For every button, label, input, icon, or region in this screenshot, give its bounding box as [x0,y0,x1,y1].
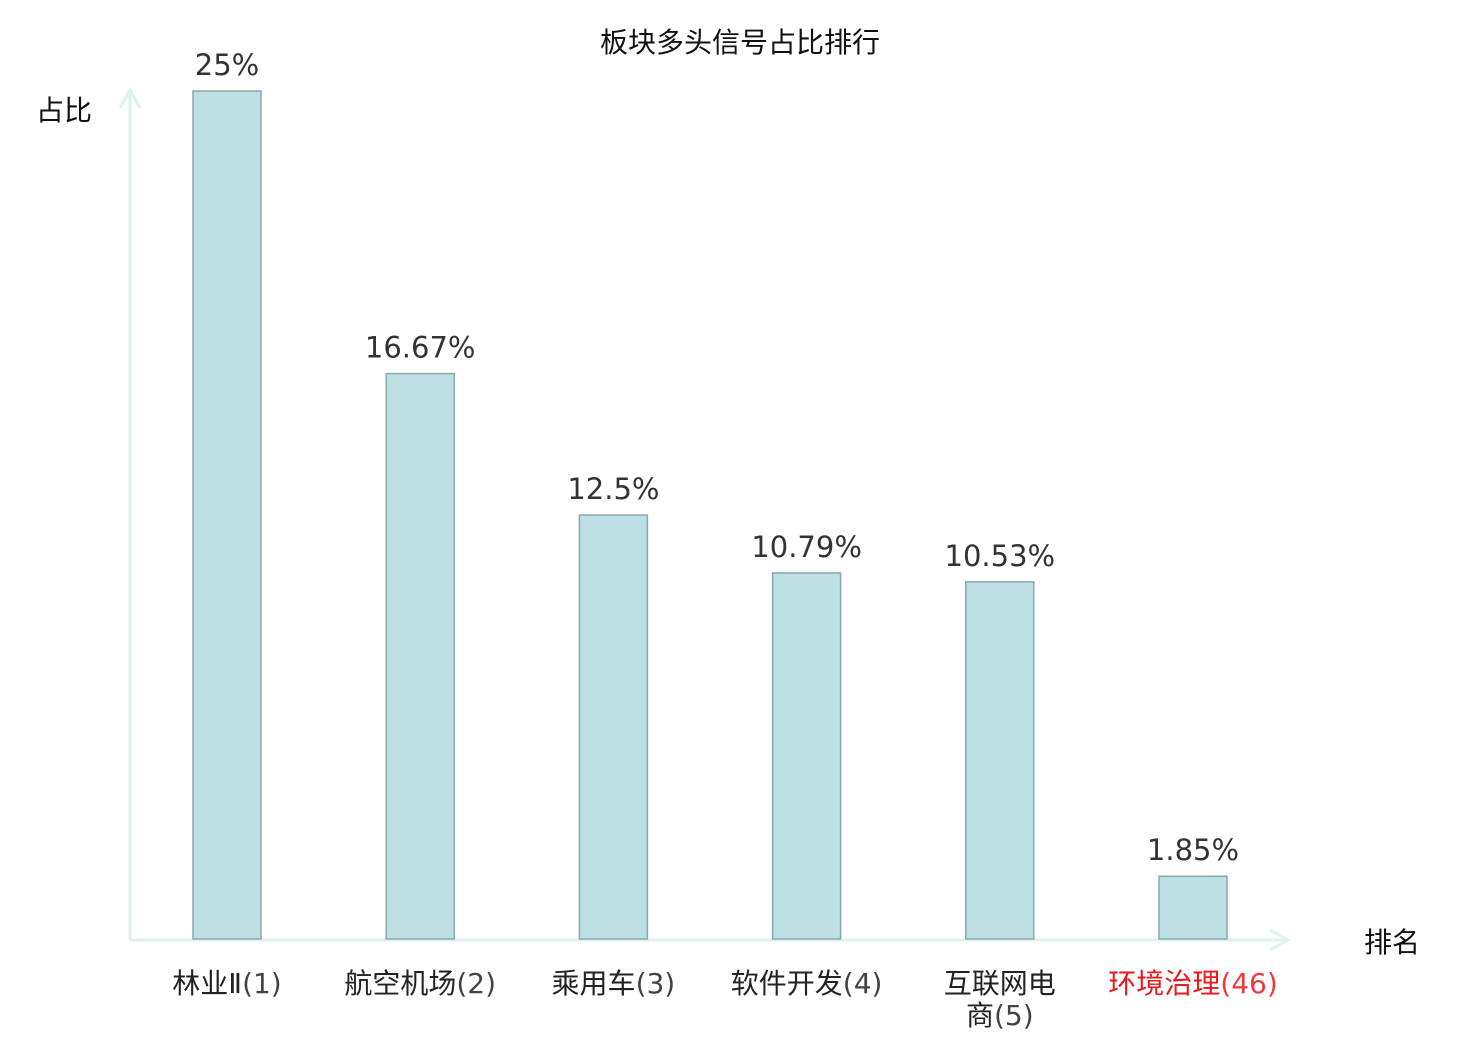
category-rank: (1) [242,967,282,1000]
y-axis-label: 占比 [36,94,92,127]
x-tick-label: 林业Ⅱ(1) [172,967,281,1000]
category-rank: (46) [1220,967,1277,1000]
x-axis [130,928,1292,952]
category-rank: (3) [636,967,676,1000]
category-name: 林业Ⅱ [172,967,242,1000]
x-axis-label: 排名 [1364,926,1420,959]
x-tick-label-line2: 商(5) [966,999,1034,1032]
bar [1158,875,1228,940]
bar [385,372,455,940]
x-tick-label: 乘用车(3) [552,967,676,1000]
bar [192,90,262,940]
category-name-cont: 商 [966,999,994,1032]
x-tick-label: 环境治理(46) [1108,967,1278,1000]
category-name: 航空机场 [344,967,456,1000]
category-name: 乘用车 [552,967,636,1000]
value-label: 1.85% [1147,833,1239,867]
bar [578,514,649,940]
x-tick-label: 软件开发(4) [731,967,883,1000]
category-rank: (4) [843,967,883,1000]
value-label: 10.53% [945,539,1056,573]
category-name: 环境治理 [1108,967,1220,1000]
bar [965,581,1035,940]
value-label: 25% [195,48,259,82]
category-name: 软件开发 [731,967,843,1000]
value-label: 10.79% [751,530,862,564]
category-rank: (2) [456,967,496,1000]
category-name: 互联网电 [944,967,1056,1000]
x-tick-label: 航空机场(2) [344,967,496,1000]
category-rank: (5) [994,999,1034,1032]
y-axis [118,86,142,940]
chart-title: 板块多头信号占比排行 [600,26,880,59]
bar [771,572,842,940]
x-tick-label: 互联网电 [944,967,1056,1000]
value-label: 12.5% [567,472,659,506]
value-label: 16.67% [365,331,476,365]
